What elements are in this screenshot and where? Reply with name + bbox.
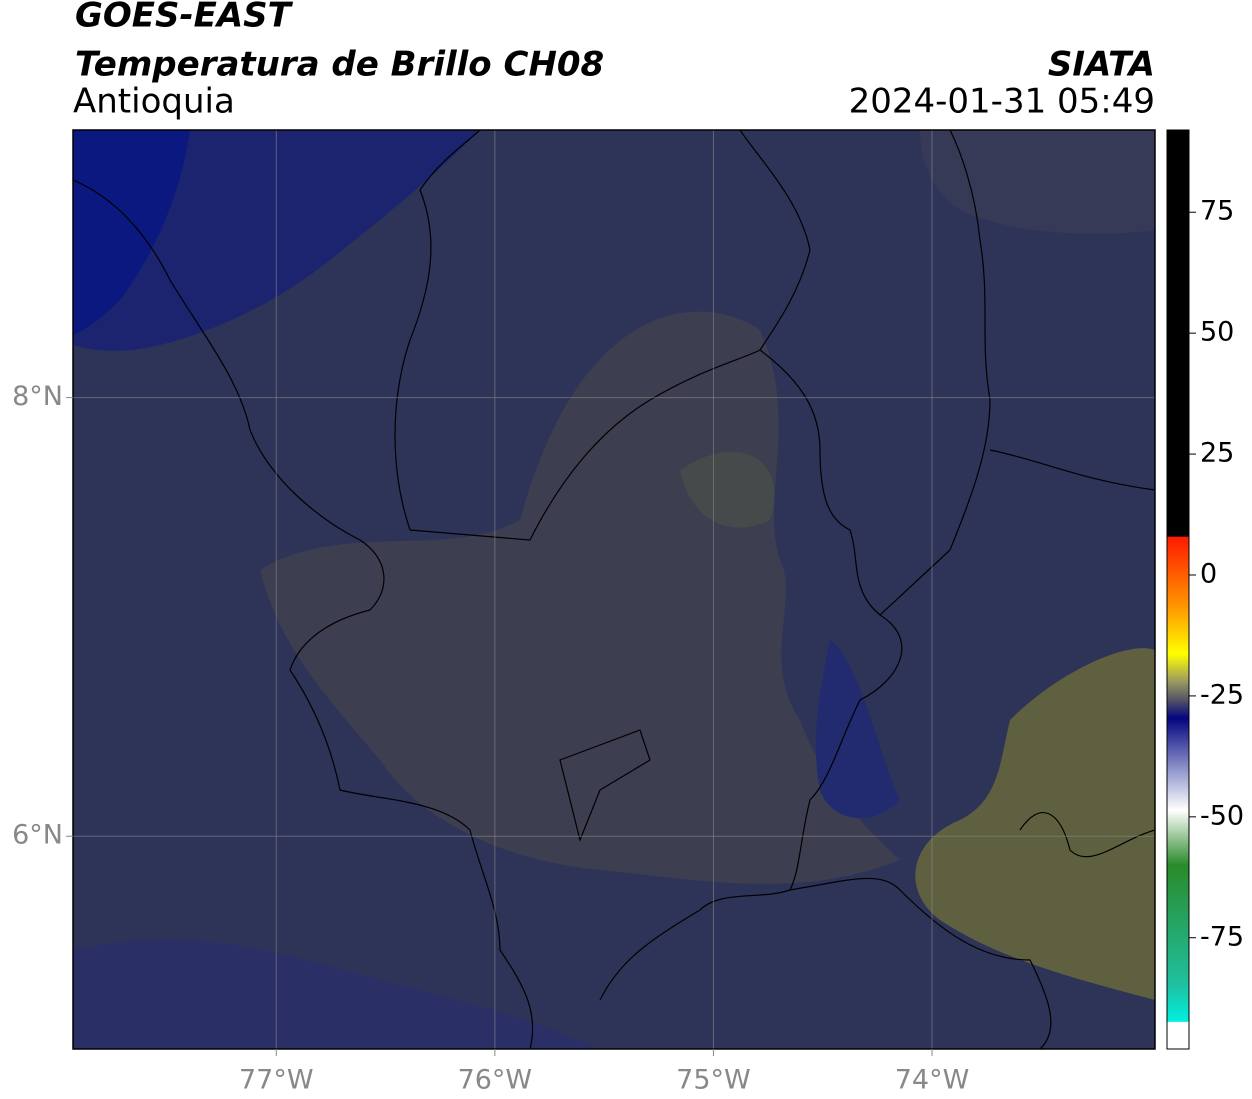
lat-tick-label: 6°N	[12, 820, 63, 851]
product-title: Temperatura de Brillo CH08	[75, 45, 604, 85]
colorbar-tick-label: 25	[1200, 438, 1234, 469]
colorbar-tick-label: 75	[1200, 196, 1234, 227]
colorbar	[1166, 129, 1190, 1050]
lon-tick-label: 76°W	[458, 1065, 533, 1096]
colorbar-tick-label: -50	[1200, 800, 1244, 831]
lon-tick-label: 77°W	[239, 1065, 314, 1096]
lon-tick-label: 75°W	[676, 1065, 751, 1096]
colorbar-tick-label: 50	[1200, 317, 1234, 348]
colorbar-tick-label: -25	[1200, 679, 1244, 710]
agency-title: SIATA	[1048, 45, 1155, 85]
lat-tick-label: 8°N	[12, 381, 63, 412]
map-frame	[72, 129, 1156, 1050]
colorbar-tick-label: -75	[1200, 921, 1244, 952]
lon-tick-label: 74°W	[895, 1065, 970, 1096]
map-image	[73, 130, 1155, 1049]
grid	[73, 130, 1155, 1049]
colorbar-tick-label: 0	[1200, 558, 1217, 589]
region-title: Antioquia	[73, 82, 235, 122]
timestamp: 2024-01-31 05:49	[849, 82, 1155, 122]
satellite-title: GOES-EAST	[75, 0, 294, 36]
